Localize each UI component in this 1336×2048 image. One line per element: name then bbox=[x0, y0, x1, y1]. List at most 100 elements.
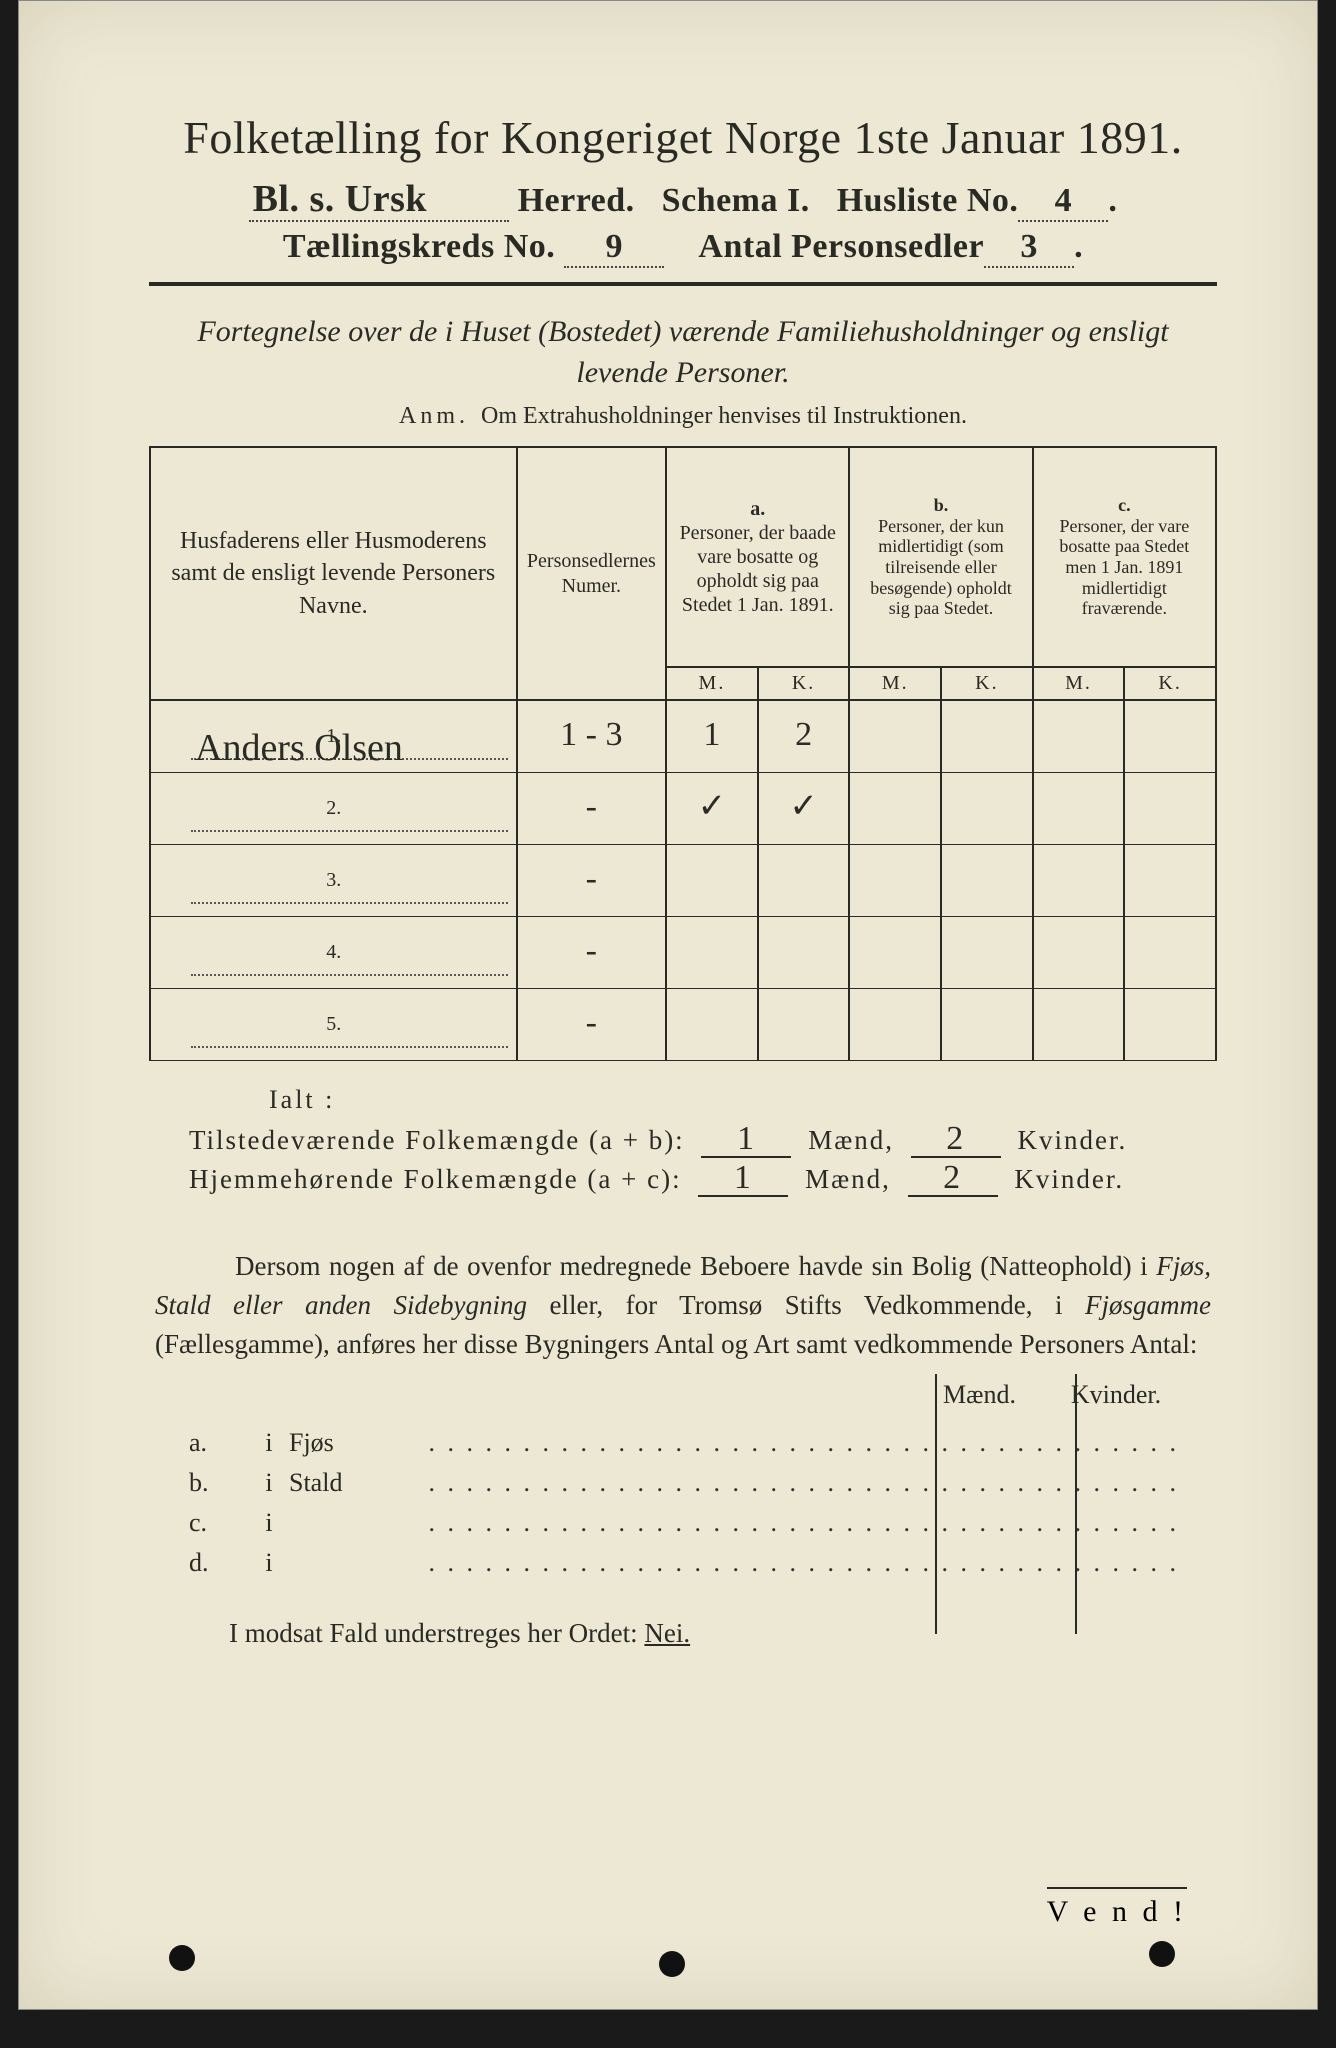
th-c-label: c. bbox=[1118, 495, 1131, 515]
building-row: d.i . . . . . . . . . . . . . . . . . . … bbox=[189, 1548, 1217, 1578]
th-b-m: M. bbox=[849, 667, 941, 700]
cell-name: 1.Anders Olsen bbox=[150, 700, 517, 772]
cell-b-k bbox=[941, 988, 1033, 1060]
anm-text: Om Extrahusholdninger henvises til Instr… bbox=[481, 403, 967, 429]
cell-c-m bbox=[1033, 772, 1125, 844]
table-row: 5.- bbox=[150, 988, 1216, 1060]
bld-i: i bbox=[249, 1508, 289, 1538]
bld-label: a. bbox=[189, 1428, 249, 1458]
cell-num: - bbox=[517, 844, 667, 916]
sum2-maend: Mænd, bbox=[805, 1164, 891, 1194]
th-num-text: Personsedlernes Numer. bbox=[524, 543, 660, 605]
cell-c-k bbox=[1124, 844, 1216, 916]
ialt-label: Ialt : bbox=[269, 1085, 1217, 1115]
th-c: c. Personer, der vare bosatte paa Stedet… bbox=[1033, 447, 1216, 667]
sum1-maend: Mænd, bbox=[808, 1125, 894, 1155]
sum2-label: Hjemmehørende Folkemængde (a + c): bbox=[189, 1164, 682, 1194]
nei-pre: I modsat Fald understreges her Ordet: bbox=[229, 1618, 644, 1648]
th-a-text: Personer, der baade vare bosatte og opho… bbox=[680, 522, 836, 616]
buildings-block: Mænd. Kvinder. a.iFjøs . . . . . . . . .… bbox=[149, 1384, 1217, 1578]
bhead-m: Mænd. bbox=[915, 1380, 1045, 1410]
para-em2: Fjøsgamme bbox=[1085, 1290, 1211, 1320]
page-title: Folketælling for Kongeriget Norge 1ste J… bbox=[149, 111, 1217, 164]
document-page: Folketælling for Kongeriget Norge 1ste J… bbox=[18, 0, 1318, 2010]
row-number: 3. bbox=[315, 869, 341, 892]
cell-b-k bbox=[941, 844, 1033, 916]
vline-2 bbox=[1075, 1374, 1077, 1634]
table-row: 3. - bbox=[150, 844, 1216, 916]
th-num: Personsedlernes Numer. bbox=[517, 447, 667, 700]
anm-label: Anm. bbox=[399, 403, 469, 429]
sum2-kvinder: Kvinder. bbox=[1014, 1164, 1124, 1194]
dot-leader: . . . . . . . . . . . . . . . . . . . . … bbox=[419, 1548, 1179, 1577]
building-row: a.iFjøs . . . . . . . . . . . . . . . . … bbox=[189, 1428, 1217, 1458]
person-name: Anders Olsen bbox=[195, 733, 403, 763]
cell-b-k bbox=[941, 772, 1033, 844]
sum1-m: 1 bbox=[737, 1125, 756, 1152]
kreds-value: 9 bbox=[606, 233, 624, 260]
antal-label: Antal Personsedler bbox=[698, 228, 984, 265]
vend-label: V e n d ! bbox=[1047, 1887, 1187, 1929]
cell-a-m bbox=[666, 916, 758, 988]
bld-i: i bbox=[249, 1428, 289, 1458]
husliste-value: 4 bbox=[1055, 187, 1073, 214]
anm-line: Anm. Om Extrahusholdninger henvises til … bbox=[149, 403, 1217, 430]
cell-b-m bbox=[849, 844, 941, 916]
antal-value: 3 bbox=[1020, 233, 1038, 260]
cell-c-m bbox=[1033, 916, 1125, 988]
cell-num: - bbox=[517, 772, 667, 844]
bld-i: i bbox=[249, 1548, 289, 1578]
th-c-text: Personer, der vare bosatte paa Stedet me… bbox=[1059, 516, 1189, 619]
th-b-label: b. bbox=[934, 495, 949, 515]
th-name-text: Husfaderens eller Husmoderens samt de en… bbox=[157, 517, 510, 630]
bld-i: i bbox=[249, 1468, 289, 1498]
table-body: 1.Anders Olsen1 - 3122.-✓✓3.-4.-5.- bbox=[150, 700, 1216, 1060]
th-a-m: M. bbox=[666, 667, 758, 700]
divider bbox=[149, 282, 1217, 286]
buildings-head: Mænd. Kvinder. bbox=[915, 1380, 1182, 1410]
cell-c-m bbox=[1033, 700, 1125, 772]
para-t1: Dersom nogen af de ovenfor medregnede Be… bbox=[235, 1251, 1156, 1281]
th-c-k: K. bbox=[1124, 667, 1216, 700]
row-number: 5. bbox=[315, 1013, 341, 1036]
punch-hole-icon bbox=[659, 1951, 685, 1977]
buildings-rows: a.iFjøs . . . . . . . . . . . . . . . . … bbox=[149, 1428, 1217, 1578]
content-area: Folketælling for Kongeriget Norge 1ste J… bbox=[19, 1, 1317, 1689]
th-b-k: K. bbox=[941, 667, 1033, 700]
cell-a-k: ✓ bbox=[758, 772, 850, 844]
punch-hole-icon bbox=[1149, 1941, 1175, 1967]
schema-label: Schema I. bbox=[662, 182, 810, 219]
subtitle-line1: Fortegnelse over de i Huset (Bostedet) v… bbox=[197, 315, 1168, 348]
cell-b-m bbox=[849, 988, 941, 1060]
paragraph: Dersom nogen af de ovenfor medregnede Be… bbox=[155, 1247, 1211, 1364]
cell-c-k bbox=[1124, 772, 1216, 844]
para-t2: eller, for Tromsø Stifts Vedkommende, i bbox=[527, 1290, 1085, 1320]
th-c-m: M. bbox=[1033, 667, 1125, 700]
sum1-kvinder: Kvinder. bbox=[1017, 1125, 1127, 1155]
th-a-k: K. bbox=[758, 667, 850, 700]
cell-num: 1 - 3 bbox=[517, 700, 667, 772]
row-number: 4. bbox=[315, 941, 341, 964]
subtitle: Fortegnelse over de i Huset (Bostedet) v… bbox=[169, 312, 1197, 393]
table-row: 2.-✓✓ bbox=[150, 772, 1216, 844]
cell-name: 4. bbox=[150, 916, 517, 988]
cell-c-k bbox=[1124, 988, 1216, 1060]
bld-label: c. bbox=[189, 1508, 249, 1538]
sum2-k: 2 bbox=[943, 1164, 962, 1191]
husliste-label: Husliste No. bbox=[837, 182, 1019, 219]
herred-label: Herred. bbox=[518, 182, 635, 219]
nei-word: Nei. bbox=[644, 1618, 690, 1648]
sum1-k: 2 bbox=[946, 1125, 965, 1152]
sum1-label: Tilstedeværende Folkemængde (a + b): bbox=[189, 1125, 685, 1155]
cell-c-m bbox=[1033, 988, 1125, 1060]
herred-value: Bl. s. Ursk bbox=[253, 184, 427, 214]
header-line-2: Bl. s. Ursk Herred. Schema I. Husliste N… bbox=[149, 182, 1217, 222]
punch-hole-icon bbox=[169, 1945, 195, 1971]
cell-c-m bbox=[1033, 844, 1125, 916]
row-number: 2. bbox=[315, 797, 341, 820]
vline-1 bbox=[935, 1374, 937, 1634]
bld-label: b. bbox=[189, 1468, 249, 1498]
bld-word: Stald bbox=[289, 1468, 419, 1498]
table-row: 1.Anders Olsen1 - 312 bbox=[150, 700, 1216, 772]
sum2-m: 1 bbox=[734, 1164, 753, 1191]
